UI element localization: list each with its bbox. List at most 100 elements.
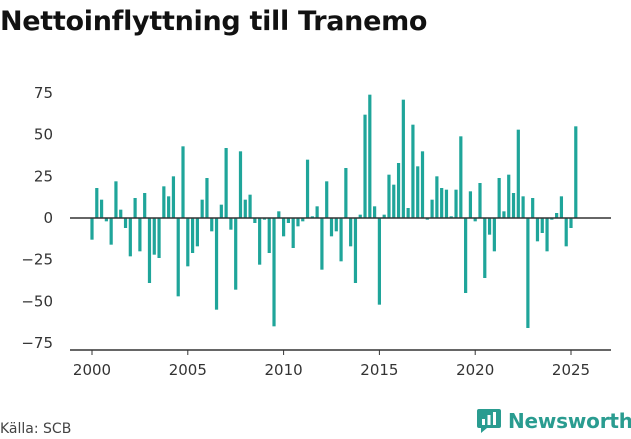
bar: [123, 218, 128, 228]
bar: [186, 218, 190, 267]
bar: [382, 214, 386, 218]
bar: [497, 178, 501, 218]
bar: [234, 218, 238, 290]
bar: [516, 129, 520, 218]
bar: [320, 218, 324, 270]
bar: [214, 218, 219, 310]
bar: [339, 218, 343, 262]
x-tick-label: 2020: [456, 361, 494, 379]
bar: [454, 189, 458, 218]
bar: [310, 216, 314, 218]
bar: [473, 218, 477, 222]
bar: [296, 218, 300, 227]
bar: [133, 198, 137, 218]
bar: [224, 148, 228, 218]
bar: [253, 218, 257, 223]
bar: [540, 218, 544, 233]
bar: [344, 168, 348, 218]
bar: [368, 94, 372, 218]
bar: [487, 218, 492, 235]
bar: [162, 186, 166, 218]
bar: [483, 218, 487, 278]
bar: [238, 151, 243, 218]
bar: [152, 218, 156, 255]
bar: [555, 213, 559, 218]
bar: [411, 124, 415, 218]
bar: [574, 126, 578, 218]
brand-name: Newsworthy: [508, 409, 631, 433]
bar: [507, 174, 511, 218]
bar: [104, 218, 108, 222]
bar: [430, 199, 434, 218]
bar: [435, 176, 439, 218]
y-tick-label: 25: [34, 167, 53, 185]
bar: [171, 176, 176, 218]
bar: [147, 218, 152, 283]
bar: [286, 218, 290, 223]
bar: [373, 206, 377, 218]
bar: [569, 218, 573, 228]
chart-title: Nettoinflyttning till Tranemo: [0, 6, 428, 37]
bar: [119, 209, 123, 218]
bar: [521, 196, 525, 218]
x-tick-label: 2000: [73, 361, 111, 379]
bar: [334, 218, 338, 232]
brand-logo[interactable]: Newsworthy: [476, 407, 631, 435]
bar: [502, 211, 506, 218]
bar: [377, 218, 381, 305]
bars-group: [90, 94, 578, 328]
bar: [258, 218, 262, 265]
bar: [114, 181, 118, 218]
bar: [229, 218, 233, 230]
y-tick-label: −25: [21, 251, 53, 269]
y-tick-label: −75: [21, 334, 53, 352]
bar: [167, 196, 171, 218]
bar: [195, 218, 199, 247]
bar: [363, 114, 367, 218]
bar: [425, 218, 429, 220]
bar: [157, 218, 161, 258]
bar: [301, 218, 305, 222]
bar: [511, 193, 516, 218]
bar: [449, 216, 453, 218]
y-axis: −75 −50 −25 0 25 50 75: [21, 84, 53, 352]
bar: [200, 199, 204, 218]
bar: [420, 151, 425, 218]
bar: [349, 218, 353, 247]
bar: [459, 136, 463, 218]
bar: [243, 199, 247, 218]
bar: [444, 189, 449, 218]
bar: [358, 214, 362, 218]
bar: [325, 181, 329, 218]
bar: [416, 166, 420, 218]
bar: [353, 218, 358, 283]
bar: [406, 208, 410, 218]
bar: [550, 218, 554, 220]
bar: [248, 194, 252, 218]
bar: [143, 193, 147, 218]
y-tick-label: 0: [43, 209, 53, 227]
bar: [401, 99, 405, 218]
bar: [492, 218, 496, 252]
bar: [526, 218, 530, 328]
x-tick-label: 2025: [552, 361, 590, 379]
bar: [396, 163, 401, 218]
bar: [564, 218, 568, 247]
bar: [205, 178, 209, 218]
y-tick-label: 50: [34, 126, 53, 144]
bar: [440, 188, 444, 218]
bar: [109, 218, 113, 245]
bar: [176, 218, 180, 297]
bar: [210, 218, 214, 232]
bar: [315, 206, 319, 218]
newsworthy-logo-icon: [477, 409, 501, 433]
bar: [99, 199, 104, 218]
x-axis: 2000 2005 2010 2015 2020 2025: [73, 350, 590, 379]
bar: [392, 184, 396, 218]
y-tick-label: 75: [34, 84, 53, 102]
bar: [531, 198, 535, 218]
bar: [545, 218, 549, 252]
bar: [282, 218, 286, 237]
bar: [464, 218, 468, 293]
